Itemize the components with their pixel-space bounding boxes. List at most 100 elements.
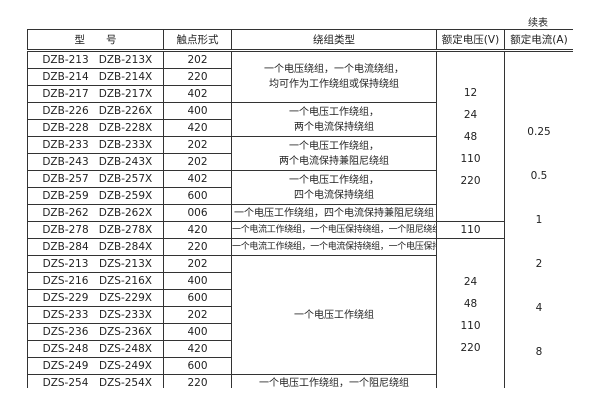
contact-cell: 402 (163, 170, 232, 188)
winding-line: 一个电压工作绕组， (289, 174, 379, 186)
contact-cell: 400 (163, 272, 232, 290)
model-standard: DZS-249 (42, 360, 89, 372)
contact-cell: 202 (163, 153, 232, 171)
winding-line: 一个电压工作绕组，一个阻尼绕组 (259, 377, 409, 389)
model-standard: DZS-248 (42, 343, 89, 355)
table-row: DZS-213 DZS-213X 202 一个电压工作绕组 (27, 255, 574, 375)
model-standard: DZB-214 (42, 71, 89, 83)
table-row: DZB-259 DZB-259X 600 (27, 187, 574, 205)
model-cell: DZB-214 DZB-214X (27, 68, 164, 86)
model-standard: DZB-233 (42, 139, 89, 151)
header-winding: 绕组类型 (231, 29, 437, 52)
model-cell: DZS-236 DZS-236X (27, 323, 164, 341)
table-row: DZS-229 DZS-229X 600 (27, 289, 574, 307)
model-cell: DZS-233 DZS-233X (27, 306, 164, 324)
voltage-cell: 24 48 110 220 (436, 238, 505, 388)
winding-cell: 一个电压绕组，一个电流绕组， 均可作为工作绕组或保持绕组 (231, 50, 437, 103)
model-standard: DZB-284 (42, 241, 89, 253)
table-row: DZB-262 DZB-262X 006 一个电压工作绕组，四个电流保持兼阻尼绕组 (27, 204, 574, 222)
header-current: 额定电流(A) (504, 29, 573, 52)
contact-cell: 600 (163, 187, 232, 205)
table-row: DZS-236 DZS-236X 400 (27, 323, 574, 341)
model-standard: DZS-236 (42, 326, 89, 338)
model-cell: DZB-257 DZB-257X (27, 170, 164, 188)
model-standard: DZS-229 (42, 292, 89, 304)
voltage-value: 110 (460, 320, 481, 332)
model-standard: DZS-213 (42, 258, 89, 270)
voltage-value: 220 (460, 342, 481, 354)
table-row: DZS-254 DZS-254X 220 一个电压工作绕组，一个阻尼绕组 (27, 374, 574, 389)
model-x: DZB-214X (98, 71, 153, 83)
model-x: DZS-248X (99, 343, 152, 355)
model-cell: DZS-248 DZS-248X (27, 340, 164, 358)
table-row: DZS-233 DZS-233X 202 (27, 306, 574, 324)
table-row: DZS-249 DZS-249X 600 (27, 357, 574, 375)
contact-cell: 402 (163, 85, 232, 103)
model-x: DZB-217X (98, 88, 153, 100)
voltage-value: 24 (463, 276, 478, 288)
voltage-value: 110 (460, 224, 481, 236)
table-row: DZB-233 DZB-233X 202 一个电压工作绕组， 两个电流保持兼阻尼绕组 (27, 136, 574, 171)
model-standard: DZB-262 (42, 207, 89, 219)
model-x: DZS-216X (99, 275, 152, 287)
model-standard: DZB-259 (42, 190, 89, 202)
table-row: DZB-213 DZB-213X 202 一个电压绕组，一个电流绕组， 均可作为工作绕组… (27, 50, 573, 388)
current-cell: 0.25 0.5 1 2 4 8 (504, 50, 573, 388)
voltage-cell: 12 24 48 110 220 (436, 50, 505, 222)
table-row: DZB-243 DZB-243X 202 (27, 153, 574, 171)
model-cell: DZB-233 DZB-233X (27, 136, 164, 154)
winding-line: 一个电压绕组，一个电流绕组， (264, 64, 404, 75)
model-cell: DZB-284 DZB-284X (27, 238, 164, 256)
table-row: DZB-214 DZB-214X 220 (27, 68, 574, 86)
model-standard: DZB-278 (42, 224, 89, 236)
winding-cell: 一个电压工作绕组，四个电流保持兼阻尼绕组 (231, 204, 437, 222)
winding-cell: 一个电压工作绕组，一个阻尼绕组 (231, 374, 437, 389)
model-x: DZB-257X (98, 173, 153, 185)
winding-line: 一个电流工作绕组，一个电压保持绕组，一个阻尼绕组 (232, 224, 437, 235)
winding-cell: 一个电流工作绕组，一个电压保持绕组，一个阻尼绕组 (231, 221, 437, 239)
continued-label: 续表 (528, 18, 548, 29)
model-cell: DZS-213 DZS-213X (27, 255, 164, 273)
contact-cell: 006 (163, 204, 232, 222)
voltage-value: 110 (460, 152, 481, 165)
winding-line: 两个电流保持绕组 (294, 121, 374, 133)
header-voltage: 额定电压(V) (436, 29, 505, 52)
model-x: DZB-259X (98, 190, 153, 202)
voltage-value: 48 (463, 298, 478, 310)
winding-cell: 一个电压工作绕组， 两个电流保持绕组 (231, 102, 437, 137)
model-x: DZS-236X (99, 326, 152, 338)
model-x: DZB-226X (98, 105, 153, 117)
header-row: 型 号 触点形式 绕组类型 额定电压(V) 额定电流(A) (27, 29, 573, 52)
contact-cell: 202 (163, 136, 232, 154)
current-value: 0.25 (527, 126, 551, 138)
model-standard: DZB-213 (42, 54, 89, 66)
current-value: 1 (535, 214, 543, 226)
model-x: DZB-262X (98, 207, 153, 219)
header-model: 型 号 (27, 29, 164, 52)
winding-line: 一个电流工作绕组，一个电流保持绕组，一个电压保持绕组 (232, 241, 437, 252)
model-standard: DZB-257 (42, 173, 89, 185)
current-value: 2 (535, 258, 543, 270)
model-x: DZB-228X (98, 122, 153, 134)
contact-cell: 600 (163, 357, 232, 375)
winding-cell: 一个电压工作绕组， 四个电流保持绕组 (231, 170, 437, 205)
contact-cell: 220 (163, 238, 232, 256)
winding-cell: 一个电压工作绕组 (231, 255, 437, 375)
winding-line: 一个电压工作绕组，四个电流保持兼阻尼绕组 (234, 207, 434, 219)
contact-cell: 420 (163, 221, 232, 239)
contact-cell: 400 (163, 102, 232, 120)
current-value: 0.5 (530, 170, 548, 182)
contact-cell: 420 (163, 119, 232, 137)
model-cell: DZS-229 DZS-229X (27, 289, 164, 307)
voltage-value: 24 (463, 108, 478, 121)
table-row: DZB-278 DZB-278X 420 一个电流工作绕组，一个电压保持绕组，一个阻尼… (27, 221, 574, 239)
model-standard: DZS-216 (42, 275, 89, 287)
model-cell: DZB-243 DZB-243X (27, 153, 164, 171)
winding-line: 两个电流保持兼阻尼绕组 (279, 155, 389, 167)
model-cell: DZS-249 DZS-249X (27, 357, 164, 375)
spec-table-wrapper: 型 号 触点形式 绕组类型 额定电压(V) 额定电流(A) DZB-213 DZB… (27, 29, 573, 388)
contact-cell: 420 (163, 340, 232, 358)
model-x: DZB-243X (98, 156, 153, 168)
winding-line: 一个电压工作绕组， (289, 140, 379, 152)
contact-cell: 220 (163, 68, 232, 86)
